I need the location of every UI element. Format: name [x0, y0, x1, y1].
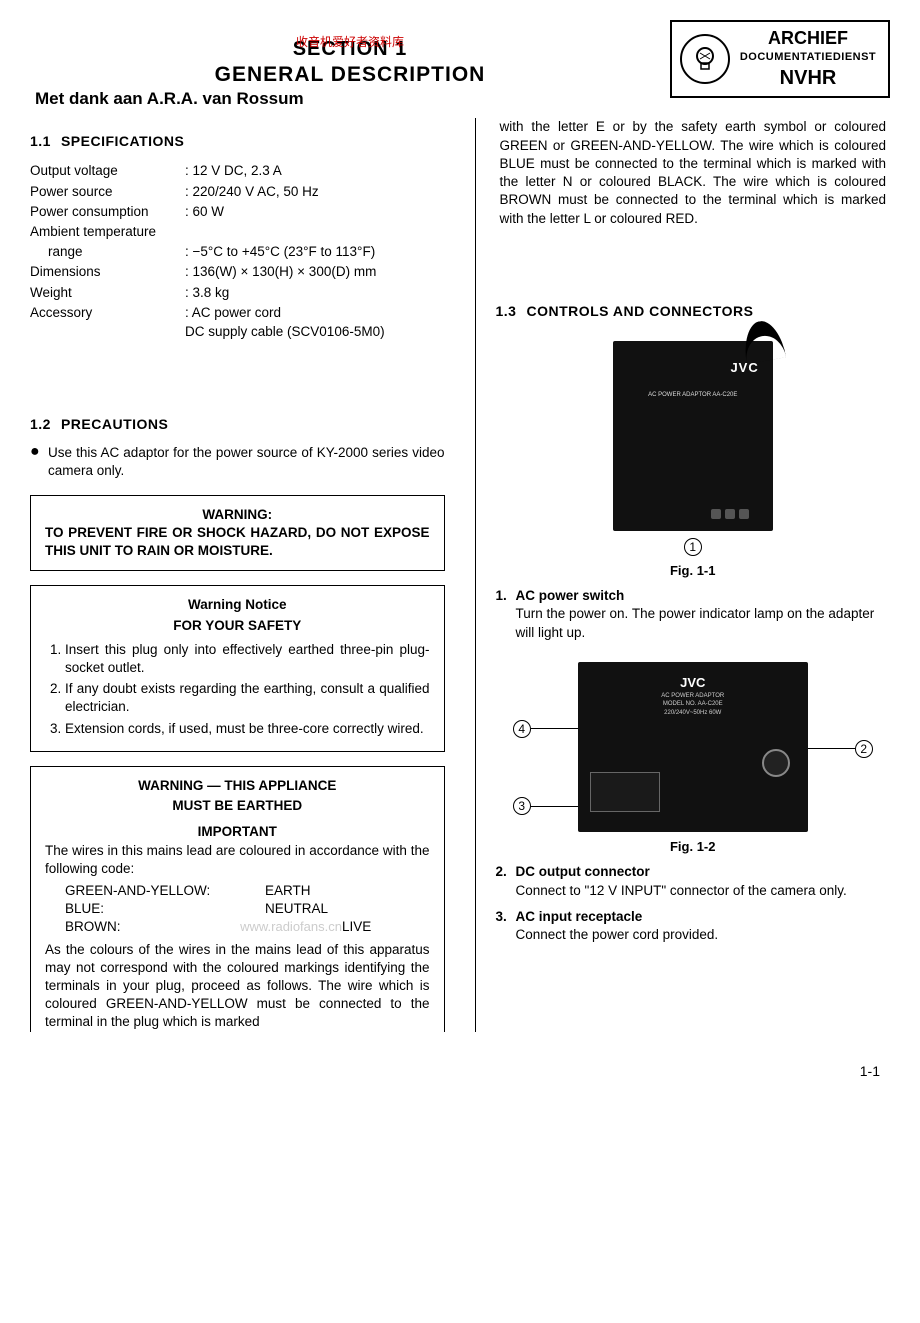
spec-row: Output voltage12 V DC, 2.3 A [30, 161, 445, 181]
earth-intro: The wires in this mains lead are coloure… [45, 842, 430, 878]
callout-3: 3 [513, 797, 585, 815]
safety-list: Insert this plug only into effectively e… [45, 641, 430, 738]
device-sub-label: AC POWER ADAPTOR AA-C20E [613, 391, 773, 399]
stamp-line1: ARCHIEF [736, 26, 880, 50]
spec-extra: DC supply cable (SCV0106-5M0) [30, 323, 445, 341]
watermark-mid: www.radiofans.cn [240, 918, 342, 936]
section-1-2-heading: 1.2 PRECAUTIONS [30, 415, 445, 434]
control-item-2: 2. DC output connector Connect to "12 V … [496, 863, 891, 899]
stamp-line2: DOCUMENTATIEDIENST [736, 50, 880, 65]
header-titles: 收音机爱好者资料库 SECTION 1 GENERAL DESCRIPTION … [30, 20, 670, 110]
spec-row: range−5°C to +45°C (23°F to 113°F) [30, 242, 445, 262]
device-front-illustration: JVC AC POWER ADAPTOR AA-C20E [613, 341, 773, 531]
callout-2: 2 [807, 740, 873, 758]
safety-item: Extension cords, if used, must be three-… [65, 720, 430, 738]
safety-title1: Warning Notice [45, 596, 430, 614]
subtitle: Met dank aan A.R.A. van Rossum [30, 88, 670, 111]
right-column: with the letter E or by the safety earth… [475, 118, 891, 1031]
precaution-bullet: ● Use this AC adaptor for the power sour… [30, 444, 445, 480]
precaution-text: Use this AC adaptor for the power source… [48, 444, 445, 480]
control-desc: Connect the power cord provided. [516, 926, 891, 944]
section-1-1-heading: 1.1 SPECIFICATIONS [30, 132, 445, 151]
control-desc: Connect to "12 V INPUT" connector of the… [516, 882, 891, 900]
spec-row: AccessoryAC power cord [30, 303, 445, 323]
content-columns: 1.1 SPECIFICATIONS Output voltage12 V DC,… [30, 118, 890, 1031]
colour-row: GREEN-AND-YELLOW:EARTH [65, 882, 430, 900]
page-number: 1-1 [30, 1062, 890, 1081]
spec-row: Ambient temperature [30, 222, 445, 242]
sec-title: CONTROLS AND CONNECTORS [526, 303, 753, 319]
earthing-continuation: with the letter E or by the safety earth… [496, 118, 891, 237]
control-title: AC input receptacle [516, 908, 891, 926]
sec-num: 1.3 [496, 303, 517, 319]
safety-notice-box: Warning Notice FOR YOUR SAFETY Insert th… [30, 585, 445, 752]
archive-stamp: ARCHIEF DOCUMENTATIEDIENST NVHR [670, 20, 890, 98]
stamp-text: ARCHIEF DOCUMENTATIEDIENST NVHR [736, 26, 880, 92]
watermark-top: 收音机爱好者资料库 [30, 34, 670, 50]
control-desc: Turn the power on. The power indicator l… [516, 605, 891, 641]
spec-row: Dimensions136(W) × 130(H) × 300(D) mm [30, 262, 445, 282]
sec-title: SPECIFICATIONS [61, 133, 184, 149]
fig-1-1-caption: Fig. 1-1 [568, 562, 818, 580]
warning-title: WARNING: [45, 506, 430, 524]
control-title: AC power switch [516, 587, 891, 605]
rear-text: AC POWER ADAPTOR MODEL NO. AA-C20E 220/2… [578, 692, 808, 717]
sec-num: 1.2 [30, 416, 51, 432]
stamp-line3: NVHR [736, 65, 880, 92]
earth-body: As the colours of the wires in the mains… [45, 941, 430, 1032]
callout-1: 1 [568, 537, 818, 556]
colour-code-table: GREEN-AND-YELLOW:EARTH BLUE:NEUTRAL BROW… [65, 882, 430, 937]
bullet-icon: ● [30, 444, 48, 480]
safety-title2: FOR YOUR SAFETY [45, 617, 430, 635]
left-column: 1.1 SPECIFICATIONS Output voltage12 V DC,… [30, 118, 445, 1031]
spec-row: Power source220/240 V AC, 50 Hz [30, 182, 445, 202]
sec-title: PRECAUTIONS [61, 416, 168, 432]
device-rear-illustration: JVC AC POWER ADAPTOR MODEL NO. AA-C20E 2… [578, 662, 808, 832]
colour-row: BROWN:www.radiofans.cnLIVE [65, 918, 430, 936]
dc-socket-icon [762, 749, 790, 777]
earth-title2: MUST BE EARTHED [45, 797, 430, 815]
spec-row: Weight3.8 kg [30, 283, 445, 303]
page-header: 收音机爱好者资料库 SECTION 1 GENERAL DESCRIPTION … [30, 20, 890, 110]
colour-row: BLUE:NEUTRAL [65, 900, 430, 918]
lightbulb-icon [680, 34, 730, 84]
fig-1-2-caption: Fig. 1-2 [513, 838, 873, 856]
switch-area [711, 509, 761, 523]
section-1-3-heading: 1.3 CONTROLS AND CONNECTORS [496, 302, 891, 321]
safety-item: If any doubt exists regarding the earthi… [65, 680, 430, 716]
earthing-box: WARNING — THIS APPLIANCE MUST BE EARTHED… [30, 766, 445, 1032]
control-item-1: 1. AC power switch Turn the power on. Th… [496, 587, 891, 642]
warning-body: TO PREVENT FIRE OR SHOCK HAZARD, DO NOT … [45, 524, 430, 560]
control-title: DC output connector [516, 863, 891, 881]
safety-item: Insert this plug only into effectively e… [65, 641, 430, 677]
brand-label: JVC [730, 359, 758, 377]
figure-1-2: 4 3 2 JVC AC POWER ADAPTOR MODEL NO. AA-… [513, 662, 873, 856]
rear-brand: JVC [578, 674, 808, 692]
control-item-3: 3. AC input receptacle Connect the power… [496, 908, 891, 944]
figure-1-1: JVC AC POWER ADAPTOR AA-C20E 1 Fig. 1-1 [568, 341, 818, 580]
sec-num: 1.1 [30, 133, 51, 149]
warning-box: WARNING: TO PREVENT FIRE OR SHOCK HAZARD… [30, 495, 445, 572]
earth-title3: IMPORTANT [45, 823, 430, 841]
main-title: GENERAL DESCRIPTION [30, 61, 670, 89]
earth-title1: WARNING — THIS APPLIANCE [45, 777, 430, 795]
callout-4: 4 [513, 720, 579, 738]
rear-label-icon [590, 772, 660, 812]
specifications-table: Output voltage12 V DC, 2.3 A Power sourc… [30, 161, 445, 341]
spec-row: Power consumption60 W [30, 202, 445, 222]
